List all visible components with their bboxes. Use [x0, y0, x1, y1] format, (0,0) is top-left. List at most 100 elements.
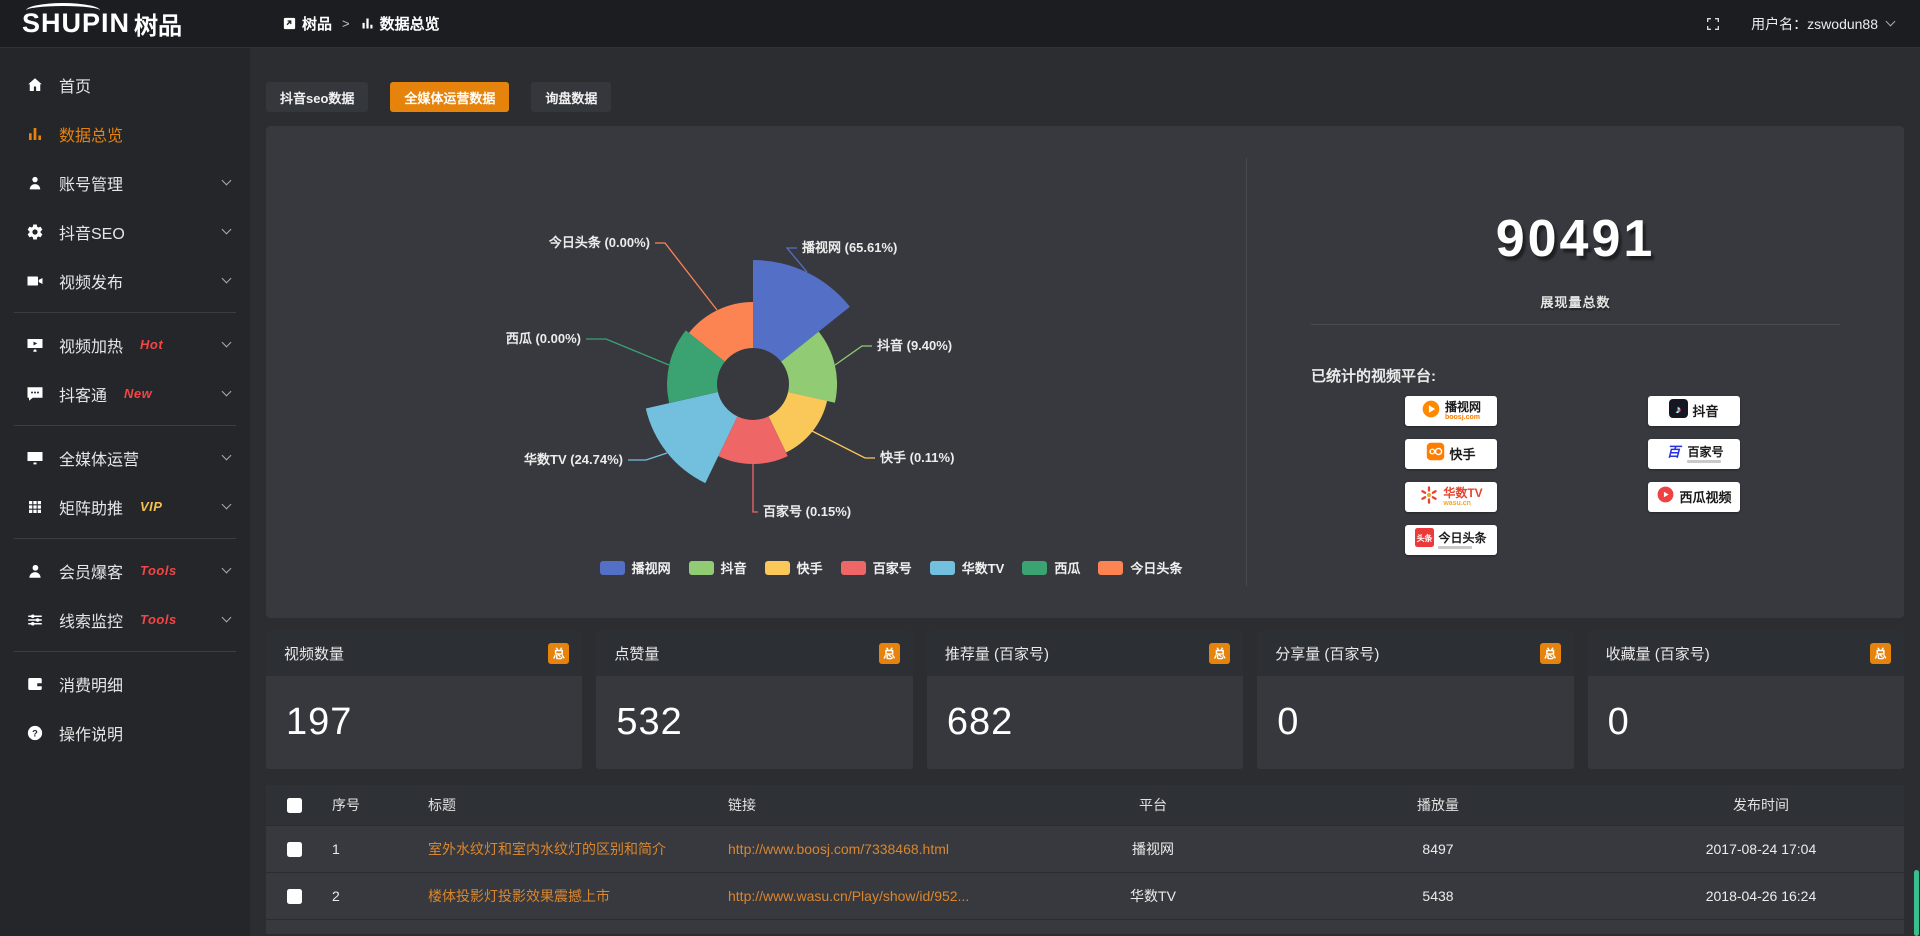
legend-item-播视网[interactable]: 播视网 — [599, 558, 671, 577]
pie-slice-百家号[interactable] — [718, 416, 788, 465]
svg-text:♪: ♪ — [1677, 404, 1683, 416]
pie-label-line — [811, 430, 875, 459]
pie-slice-西瓜[interactable] — [667, 330, 725, 404]
sidebar-item-视频加热[interactable]: 视频加热 Hot — [0, 320, 250, 369]
sidebar-item-操作说明[interactable]: ? 操作说明 — [0, 708, 250, 757]
legend-swatch — [599, 560, 625, 575]
select-all-checkbox[interactable] — [286, 798, 302, 814]
legend-swatch — [840, 560, 866, 575]
breadcrumb-current[interactable]: 数据总览 — [360, 13, 440, 34]
column-header-平台[interactable]: 平台 — [1048, 785, 1258, 825]
stat-card-value: 197 — [286, 701, 353, 743]
column-header-标题[interactable]: 标题 — [418, 785, 718, 825]
stat-card-label: 推荐量 (百家号) — [944, 646, 1049, 663]
sidebar-divider — [14, 312, 236, 313]
column-header-序号[interactable]: 序号 — [322, 785, 418, 825]
sidebar-item-label: 矩阵助推 — [59, 500, 124, 518]
legend-item-华数TV[interactable]: 华数TV — [929, 558, 1004, 577]
home-icon — [26, 76, 44, 94]
chevron-down-icon — [221, 224, 232, 235]
cell-link[interactable]: http://www.boosj.com/7338468.html — [718, 824, 1048, 872]
legend-item-今日头条[interactable]: 今日头条 — [1098, 558, 1182, 577]
column-header-播放量[interactable]: 播放量 — [1258, 785, 1618, 825]
summary-divider — [1311, 324, 1840, 325]
sidebar-item-badge: Tools — [140, 612, 177, 627]
sidebar-item-视频发布[interactable]: 视频发布 — [0, 256, 250, 305]
platform-tagline-bar — [1687, 459, 1722, 463]
pie-slice-快手[interactable] — [768, 392, 828, 453]
bar-chart-icon — [26, 125, 44, 143]
chevron-down-icon — [221, 337, 232, 348]
tab-全媒体运营数据[interactable]: 全媒体运营数据 — [390, 82, 510, 112]
legend-swatch — [1022, 560, 1048, 575]
row-checkbox[interactable] — [286, 841, 302, 857]
user-icon — [26, 174, 44, 192]
total-badge[interactable]: 总 — [1870, 643, 1892, 664]
total-badge[interactable]: 总 — [1539, 643, 1561, 664]
sidebar-item-抖客通[interactable]: 抖客通 New — [0, 369, 250, 418]
chevron-down-icon — [221, 563, 232, 574]
page-body: 首页 数据总览 账号管理 抖音SEO 视频发布 视频加热 Hot 抖客通 New 全媒体运营 矩阵助… — [0, 48, 1920, 936]
platform-name: 播视网 — [1444, 400, 1481, 414]
platform-badges: 播视网 boosj.com 快手 华数TV wasu.cn 头条 今日头条 ♪ ♪ ♪ 抖音百百家号… — [1405, 396, 1840, 555]
total-badge[interactable]: 总 — [548, 643, 570, 664]
breadcrumb-separator: > — [342, 16, 350, 31]
person-icon — [26, 562, 44, 580]
pie-label-line — [785, 247, 808, 273]
column-header-链接[interactable]: 链接 — [718, 785, 1048, 825]
tab-询盘数据[interactable]: 询盘数据 — [531, 82, 612, 112]
platform-name: 抖音 — [1692, 403, 1719, 419]
username-label: 用户名：zswodun88 — [1751, 15, 1878, 32]
sidebar-item-线索监控[interactable]: 线索监控 Tools — [0, 595, 250, 644]
baijiahao-logo: 百 — [1664, 442, 1683, 466]
sidebar-item-抖音SEO[interactable]: 抖音SEO — [0, 207, 250, 256]
cell-link[interactable]: http://www.wasu.cn/Play/show/id/952... — [718, 871, 1048, 919]
column-header-发布时间[interactable]: 发布时间 — [1618, 785, 1904, 825]
user-menu[interactable]: 用户名：zswodun88 — [1751, 14, 1896, 34]
total-impressions-value: 90491 — [1495, 210, 1656, 268]
pie-slice-今日头条[interactable] — [688, 302, 753, 362]
toutiao-logo: 头条 — [1415, 528, 1435, 552]
pie-slice-华数TV[interactable] — [645, 392, 738, 484]
sidebar-item-矩阵助推[interactable]: 矩阵助推 VIP — [0, 482, 250, 531]
pie-slice-播视网[interactable] — [753, 260, 850, 362]
breadcrumb-root[interactable]: 树品 — [282, 13, 332, 34]
sidebar-item-首页[interactable]: 首页 — [0, 60, 250, 109]
pie-label-播视网: 播视网 (65.61%) — [802, 240, 897, 255]
total-badge[interactable]: 总 — [1209, 643, 1231, 664]
tab-bar: 抖音seo数据 全媒体运营数据 询盘数据 — [266, 82, 1904, 112]
svg-text:百: 百 — [1667, 444, 1683, 459]
chevron-down-icon — [221, 386, 232, 397]
display-icon — [26, 449, 44, 467]
total-badge[interactable]: 总 — [878, 643, 900, 664]
legend-item-西瓜[interactable]: 西瓜 — [1022, 558, 1080, 577]
cell-title[interactable]: 楼体投影灯投影效果震撼上市 — [418, 871, 718, 919]
gear-icon — [26, 223, 44, 241]
legend-item-快手[interactable]: 快手 — [764, 558, 823, 577]
legend-swatch — [764, 560, 790, 575]
stat-card-收藏量 (百家号): 收藏量 (百家号) 总 0 — [1587, 631, 1905, 769]
sidebar-item-label: 抖音SEO — [59, 225, 125, 243]
scrollbar-thumb[interactable] — [1914, 870, 1919, 936]
sidebar-item-账号管理[interactable]: 账号管理 — [0, 158, 250, 207]
wallet-icon — [26, 675, 44, 693]
sidebar-item-数据总览[interactable]: 数据总览 — [0, 109, 250, 158]
stat-card-推荐量 (百家号): 推荐量 (百家号) 总 682 — [926, 631, 1244, 769]
pie-slice-抖音[interactable] — [781, 331, 838, 403]
sidebar-item-全媒体运营[interactable]: 全媒体运营 — [0, 433, 250, 482]
cell-title[interactable]: 室外水纹灯和室内水纹灯的区别和简介 — [418, 824, 718, 872]
bar-chart-icon — [360, 16, 375, 31]
legend-item-百家号[interactable]: 百家号 — [840, 558, 912, 577]
legend-item-抖音[interactable]: 抖音 — [688, 558, 747, 577]
table-row-partial — [266, 918, 1904, 934]
table-header-row: 序号 标题 链接 平台 播放量 发布时间 — [266, 785, 1904, 825]
overview-panel: 播视网 (65.61%) 抖音 (9.40%) 快手 (0.11%) 百家号 (0.1… — [266, 126, 1904, 618]
fullscreen-icon[interactable] — [1705, 16, 1721, 32]
sidebar-item-会员爆客[interactable]: 会员爆客 Tools — [0, 546, 250, 595]
row-checkbox[interactable] — [286, 888, 302, 904]
stat-card-value: 0 — [1607, 701, 1630, 743]
sidebar-item-消费明细[interactable]: 消费明细 — [0, 659, 250, 708]
tab-抖音seo数据[interactable]: 抖音seo数据 — [266, 82, 369, 112]
logo[interactable]: SHUPIN 树品 — [0, 3, 250, 41]
stat-card-label: 点赞量 — [614, 646, 660, 663]
